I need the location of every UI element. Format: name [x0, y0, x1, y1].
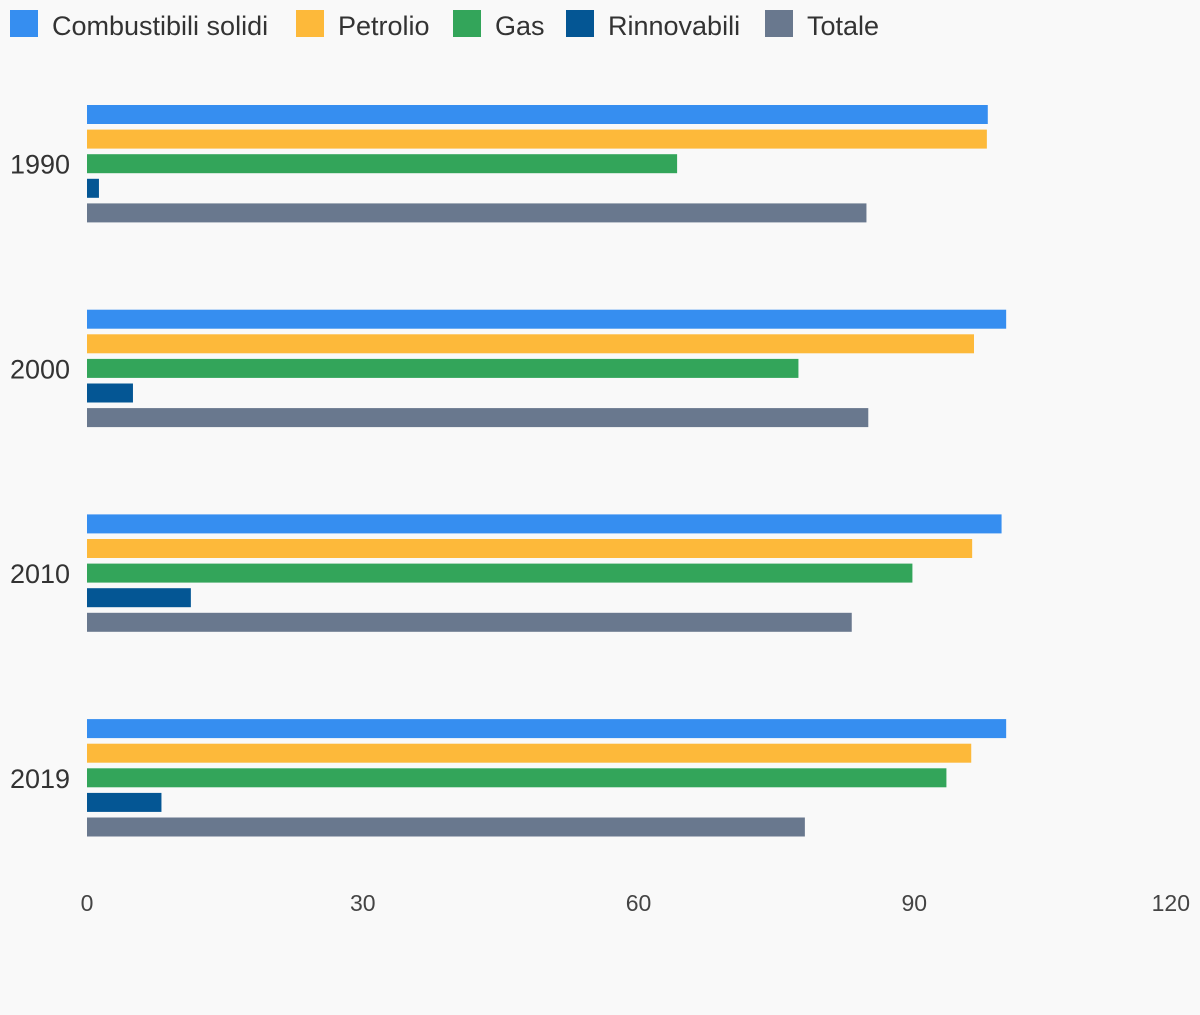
bar[interactable]	[87, 203, 867, 223]
bar-category-group	[87, 105, 988, 223]
bar[interactable]	[87, 178, 99, 198]
category-axis-labels: 1990 2000 2010 2019	[10, 150, 70, 794]
legend-item[interactable]: Totale	[765, 10, 879, 41]
bar[interactable]	[87, 129, 987, 149]
bar[interactable]	[87, 539, 973, 558]
legend-item[interactable]: Combustibili solidi	[10, 10, 268, 41]
bar[interactable]	[87, 768, 947, 788]
bar-group	[87, 105, 1007, 837]
x-tick-label: 60	[626, 890, 652, 916]
bar-category-group	[87, 514, 1002, 632]
bar[interactable]	[87, 792, 162, 812]
x-tick-label: 0	[81, 890, 94, 916]
bar-category-group	[87, 719, 1007, 837]
bar[interactable]	[87, 383, 133, 403]
x-tick-label: 120	[1152, 890, 1190, 916]
bar[interactable]	[87, 612, 852, 632]
legend-label: Rinnovabili	[608, 11, 740, 41]
bar[interactable]	[87, 719, 1007, 739]
bar[interactable]	[87, 334, 974, 354]
legend-swatch	[566, 10, 594, 37]
legend-swatch	[765, 10, 793, 37]
x-tick-label: 90	[901, 890, 927, 916]
x-axis-tick-labels: 0 30 60 90 120	[81, 890, 1190, 916]
legend: Combustibili solidi Petrolio Gas Rinnovabil…	[10, 10, 879, 41]
legend-item[interactable]: Rinnovabili	[566, 10, 740, 41]
category-label: 2000	[10, 354, 70, 384]
legend-swatch	[453, 10, 481, 37]
bar[interactable]	[87, 105, 988, 124]
legend-swatch	[10, 10, 38, 37]
legend-item[interactable]: Gas	[453, 10, 545, 41]
category-label: 2010	[10, 559, 70, 589]
legend-label: Petrolio	[338, 11, 430, 41]
legend-label: Totale	[807, 11, 879, 41]
legend-item[interactable]: Petrolio	[296, 10, 430, 41]
legend-swatch	[296, 10, 324, 37]
legend-label: Gas	[495, 11, 545, 41]
bar[interactable]	[87, 817, 805, 837]
bar-category-group	[87, 309, 1007, 428]
category-label: 2019	[10, 764, 70, 794]
legend-label: Combustibili solidi	[52, 11, 268, 41]
bar[interactable]	[87, 514, 1002, 534]
bar[interactable]	[87, 154, 678, 174]
bar[interactable]	[87, 408, 869, 428]
bar[interactable]	[87, 309, 1007, 329]
bar[interactable]	[87, 358, 799, 378]
bar[interactable]	[87, 588, 191, 608]
bar[interactable]	[87, 743, 972, 763]
bar[interactable]	[87, 563, 913, 583]
x-tick-label: 30	[350, 890, 376, 916]
category-label: 1990	[10, 150, 70, 180]
